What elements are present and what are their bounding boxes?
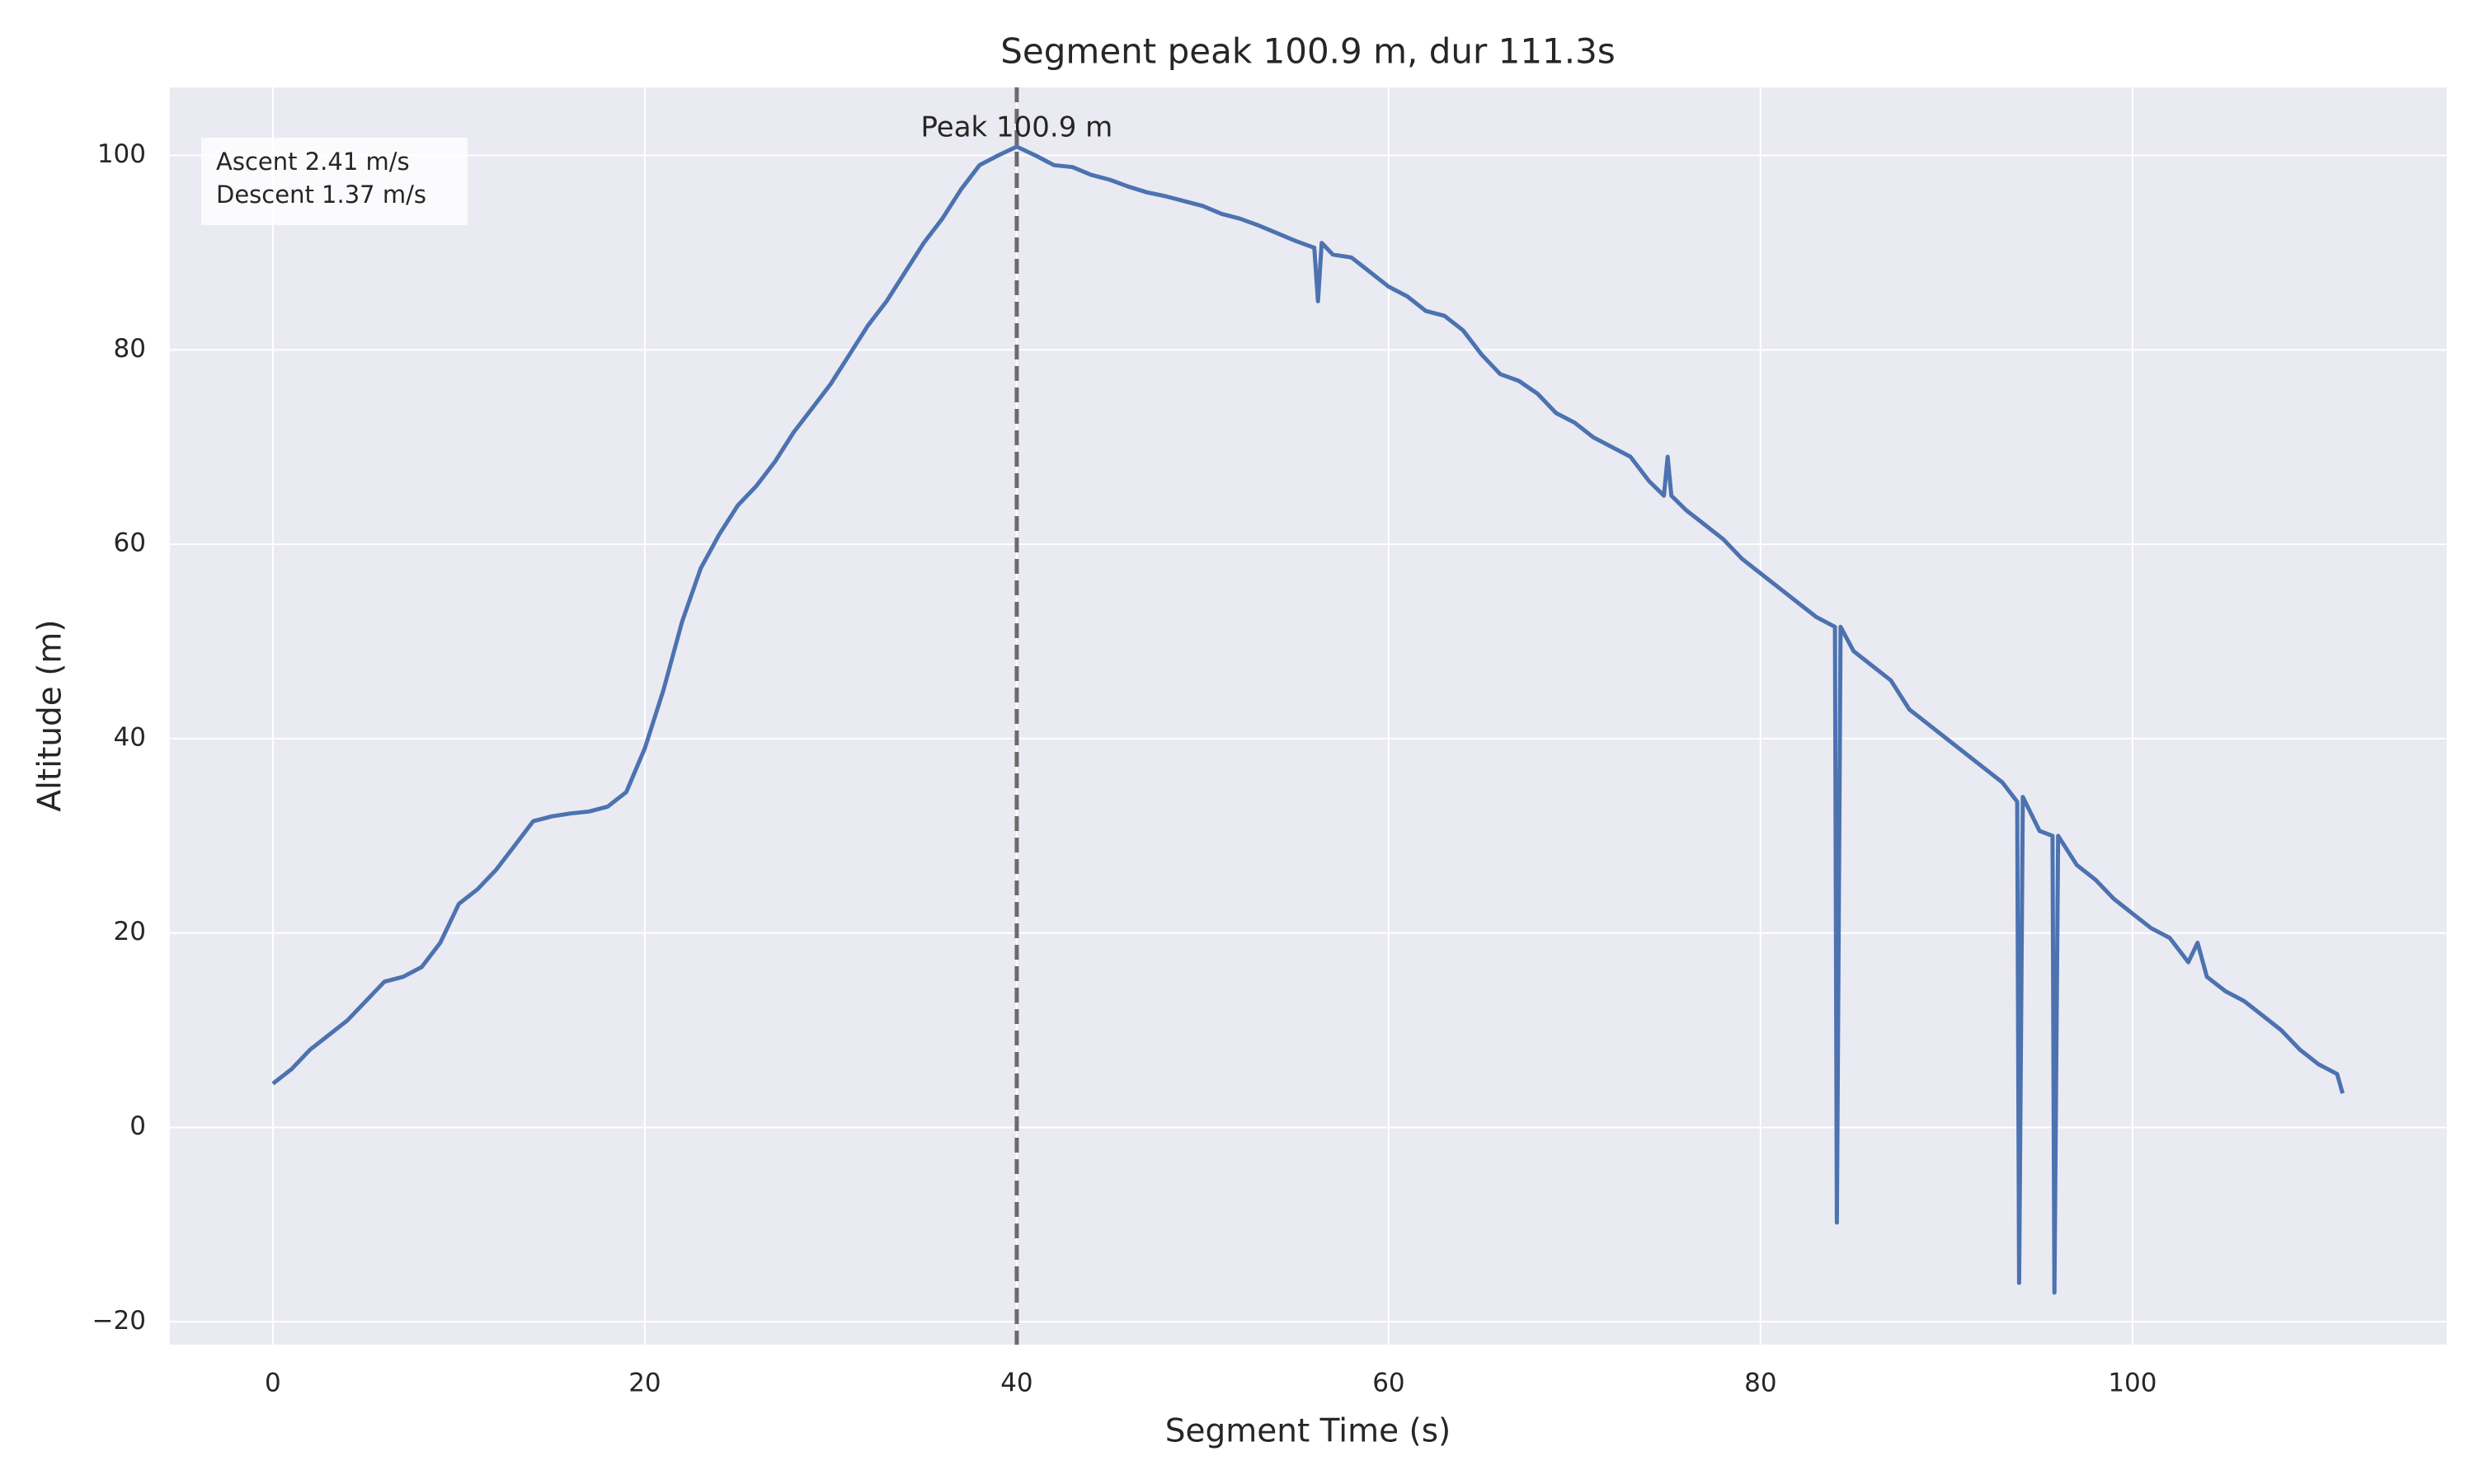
data-line — [271, 144, 2345, 1295]
x-tick-label: 0 — [265, 1369, 281, 1398]
x-tick-label: 60 — [1372, 1369, 1404, 1398]
y-tick-label: −20 — [92, 1306, 146, 1336]
stats-text: Descent 1.37 m/s — [216, 181, 426, 209]
stats-box — [201, 138, 468, 225]
x-tick-label: 80 — [1744, 1369, 1776, 1398]
y-tick-label: 40 — [114, 722, 146, 752]
y-tick-label: 60 — [114, 528, 146, 558]
y-tick-label: 100 — [97, 139, 146, 169]
chart-title: Segment peak 100.9 m, dur 111.3s — [1000, 31, 1615, 72]
x-tick-label: 100 — [2108, 1369, 2157, 1398]
y-axis-label: Altitude (m) — [32, 619, 69, 811]
y-tick-label: 20 — [114, 917, 146, 946]
x-tick-label: 40 — [1000, 1369, 1032, 1398]
stats-text: Ascent 2.41 m/s — [216, 148, 410, 176]
x-tick-label: 20 — [628, 1369, 661, 1398]
x-axis-label: Segment Time (s) — [1165, 1413, 1451, 1450]
peak-label: Peak 100.9 m — [921, 111, 1113, 144]
plot-area — [170, 87, 2447, 1345]
y-tick-label: 80 — [114, 334, 146, 364]
y-tick-label: 0 — [129, 1111, 146, 1141]
